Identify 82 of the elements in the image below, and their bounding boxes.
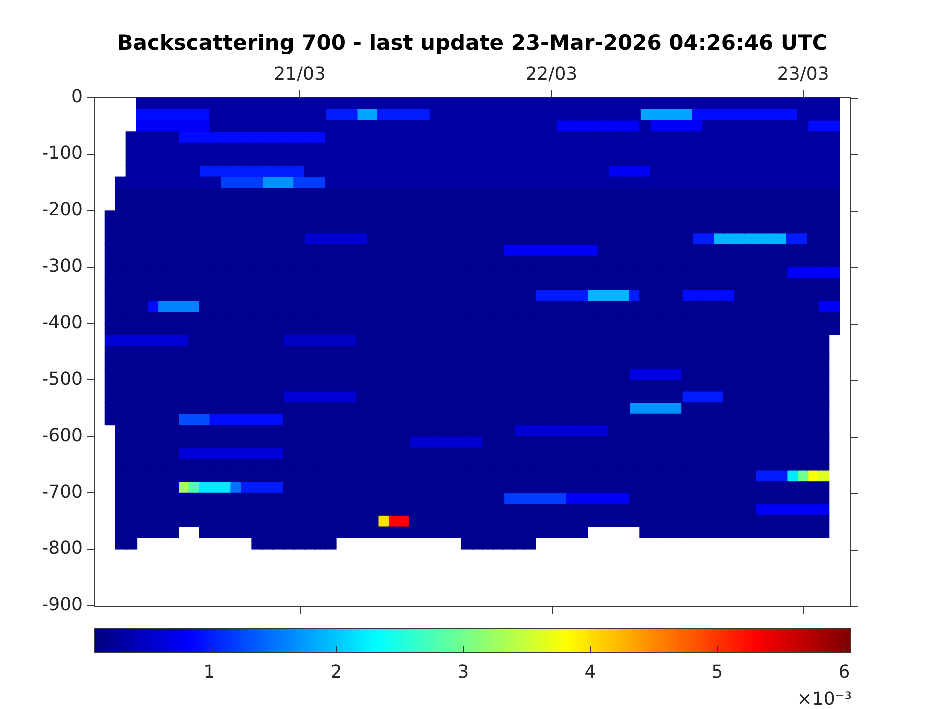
point	[671, 391, 683, 404]
point	[828, 166, 840, 178]
x-tick-label: 23/03	[777, 64, 830, 85]
point	[146, 132, 159, 144]
point	[818, 425, 830, 437]
point	[640, 120, 652, 132]
point	[272, 334, 284, 347]
point	[682, 233, 694, 245]
point	[450, 448, 463, 460]
point	[492, 492, 505, 505]
point	[818, 482, 830, 494]
y-tick-label: -800	[42, 538, 83, 560]
y-tick-label: -200	[42, 200, 83, 221]
point	[440, 448, 452, 460]
point	[314, 109, 326, 121]
point	[157, 132, 170, 144]
x-tick-label: 21/03	[274, 64, 326, 85]
color-bar-label: 2	[330, 662, 342, 683]
y-tick-label: -600	[42, 425, 83, 446]
point	[210, 176, 222, 189]
point	[807, 482, 820, 494]
y-tick-label: 0	[72, 86, 83, 108]
point	[168, 132, 180, 144]
point	[188, 166, 200, 178]
point	[807, 132, 820, 144]
point	[818, 448, 830, 460]
y-tick-label: -700	[42, 482, 83, 503]
point	[796, 482, 809, 494]
point	[818, 132, 830, 144]
point	[126, 538, 138, 550]
point	[828, 109, 840, 121]
point	[818, 334, 830, 347]
color-bar-label: 5	[712, 662, 724, 683]
point	[671, 290, 683, 302]
point	[472, 448, 484, 460]
point	[419, 448, 432, 460]
point	[272, 391, 284, 404]
point	[346, 109, 358, 121]
point	[524, 290, 536, 302]
point	[598, 166, 610, 178]
chart-title: Backscattering 700 - last update 23-Mar-2026 04:26:46 UTC	[117, 31, 828, 55]
point	[828, 176, 840, 189]
point	[828, 233, 840, 245]
point	[168, 448, 180, 460]
y-tick-label: -300	[42, 256, 83, 278]
point	[818, 414, 830, 426]
point	[294, 233, 306, 245]
point	[828, 300, 840, 313]
point	[828, 132, 840, 144]
point	[776, 482, 788, 494]
color-bar-title: ×10⁻³	[797, 689, 852, 709]
point	[786, 482, 798, 494]
y-tick-label: -500	[42, 368, 83, 390]
x-tick-label: 22/03	[526, 64, 578, 85]
color-bar-label: 4	[584, 662, 596, 683]
point	[818, 391, 830, 404]
point	[828, 267, 840, 279]
color-bar-label: 1	[204, 662, 216, 683]
y-tick-label: -400	[42, 312, 83, 334]
point	[702, 233, 714, 245]
point	[126, 132, 138, 144]
color-bar-label: 3	[458, 662, 470, 683]
point	[576, 290, 588, 302]
y-tick-label: -900	[42, 594, 83, 616]
point	[524, 538, 536, 550]
y-tick-label: -100	[42, 143, 83, 164]
point	[828, 290, 840, 302]
point	[252, 176, 264, 189]
point	[796, 120, 809, 132]
point	[408, 448, 421, 460]
point	[629, 109, 641, 121]
point	[430, 448, 442, 460]
point	[325, 538, 337, 550]
point	[545, 120, 558, 132]
point	[461, 448, 474, 460]
point	[503, 425, 516, 437]
point	[818, 504, 830, 516]
color-bar-label: 6	[838, 662, 850, 683]
point	[136, 132, 148, 144]
point	[168, 414, 180, 426]
point	[168, 482, 180, 494]
point	[818, 492, 830, 505]
